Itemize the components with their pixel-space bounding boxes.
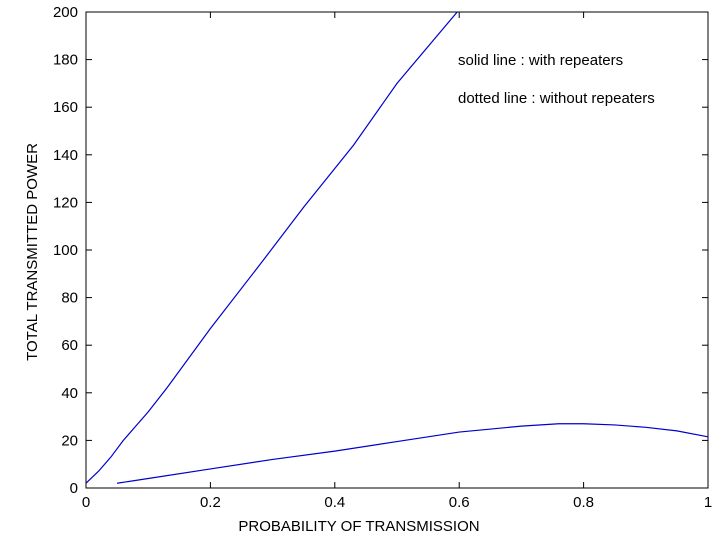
x-axis-title: PROBABILITY OF TRANSMISSION xyxy=(238,518,479,535)
series-group xyxy=(86,12,708,484)
y-tick-label: 100 xyxy=(53,242,78,259)
y-tick-label: 180 xyxy=(53,52,78,69)
annotation-solid-line: solid line : with repeaters xyxy=(458,52,623,69)
x-tick-label: 0 xyxy=(82,494,90,511)
series-line-2 xyxy=(117,423,708,484)
plot-frame xyxy=(85,11,709,489)
y-tick-label: 80 xyxy=(61,290,78,307)
x-tick-label: 0.6 xyxy=(449,494,470,511)
y-tick-label: 40 xyxy=(61,385,78,402)
y-tick-label: 120 xyxy=(53,194,78,211)
annotation-dotted-line: dotted line : without repeaters xyxy=(458,90,655,107)
y-tick-label: 200 xyxy=(53,4,78,21)
x-tick-label: 0.4 xyxy=(324,494,345,511)
y-tick-label: 20 xyxy=(61,432,78,449)
axis-ticks: 0 0.2 0.4 0.6 0.8 1 0 20 40 60 80 100 120 140 160 180 20… xyxy=(53,4,712,511)
y-tick-label: 140 xyxy=(53,147,78,164)
plot-area xyxy=(85,11,709,489)
y-axis-title: TOTAL TRANSMITTED POWER xyxy=(24,143,41,361)
x-tick-label: 1 xyxy=(704,494,712,511)
x-tick-label: 0.2 xyxy=(200,494,221,511)
y-tick-label: 160 xyxy=(53,99,78,116)
y-tick-label: 0 xyxy=(70,480,78,497)
x-tick-label: 0.8 xyxy=(573,494,594,511)
series-line-1 xyxy=(86,12,458,484)
y-tick-label: 60 xyxy=(61,337,78,354)
annotation-group: solid line : with repeaters dotted line … xyxy=(458,52,655,107)
